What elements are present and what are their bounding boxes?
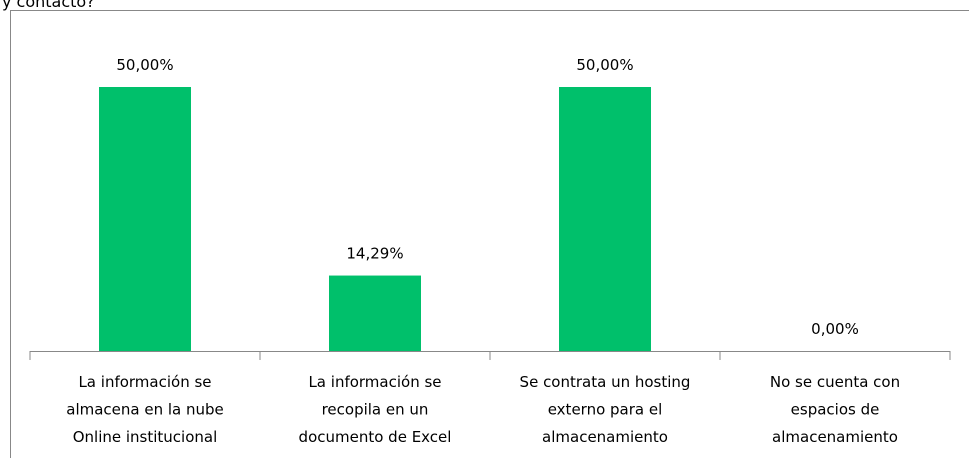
data-label: 50,00% <box>116 56 173 74</box>
chart-border <box>10 10 969 458</box>
bar <box>329 275 421 351</box>
x-tick-label: La información se recopila en un documento… <box>299 373 452 446</box>
x-tick-label: Se contrata un hosting externo para el alm… <box>520 373 691 446</box>
bar <box>99 87 191 351</box>
data-label: 14,29% <box>346 245 403 263</box>
data-label: 0,00% <box>811 320 859 338</box>
data-label: 50,00% <box>576 56 633 74</box>
bar <box>559 87 651 351</box>
x-tick-label: No se cuenta con espacios de almacenamient… <box>770 373 900 446</box>
chart-title: y contacto? <box>2 0 95 11</box>
x-tick-label: La información se almacena en la nube Onli… <box>66 373 224 446</box>
